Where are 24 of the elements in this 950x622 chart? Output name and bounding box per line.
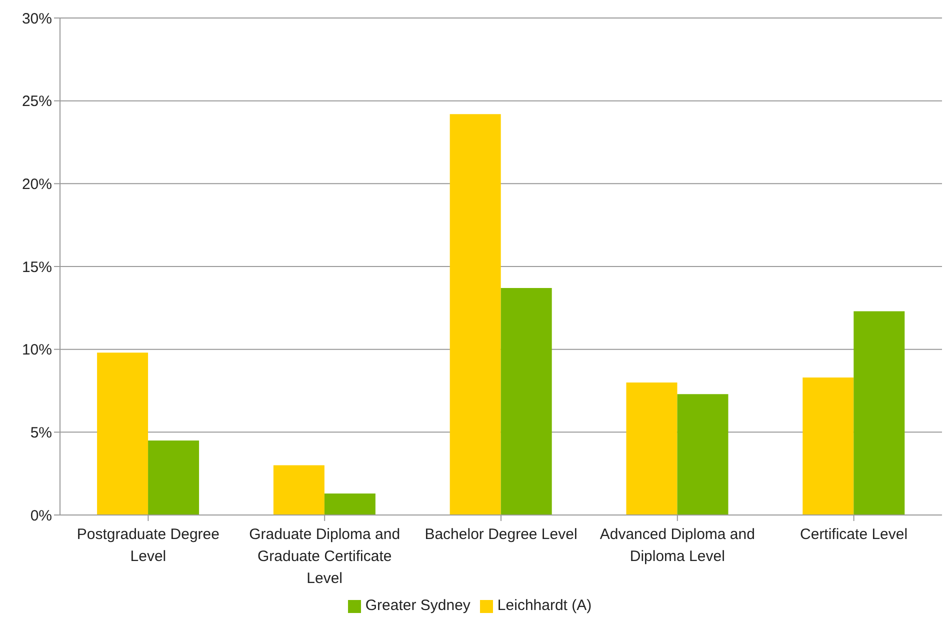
y-tick-label: 20% xyxy=(22,176,52,193)
bar xyxy=(450,114,501,515)
bar xyxy=(802,377,854,515)
bar xyxy=(626,382,678,515)
bar xyxy=(324,493,376,515)
y-tick-label: 10% xyxy=(22,342,52,359)
bar xyxy=(500,288,552,515)
y-tick-label: 15% xyxy=(22,258,52,276)
y-tick-label: 30% xyxy=(22,10,52,28)
x-tick-label: Graduate Diploma and Graduate Certificate Level xyxy=(249,526,400,587)
x-tick-label: Certificate Level xyxy=(800,526,908,543)
y-tick-label: 25% xyxy=(22,93,52,110)
bar xyxy=(677,394,728,515)
bar xyxy=(148,440,200,515)
x-tick-label: Bachelor Degree Level xyxy=(424,526,578,543)
legend-label: Greater Sydney xyxy=(365,597,470,614)
bar xyxy=(854,311,905,515)
bar xyxy=(97,352,148,515)
y-tick-label: 5% xyxy=(30,424,52,442)
legend-label: Leichhardt (A) xyxy=(497,597,592,614)
bar xyxy=(273,465,324,515)
y-tick-label: 0% xyxy=(30,507,52,524)
x-tick-label: Postgraduate Degree Level xyxy=(76,526,220,565)
x-tick-label: Advanced Diploma and Diploma Level xyxy=(600,526,755,565)
